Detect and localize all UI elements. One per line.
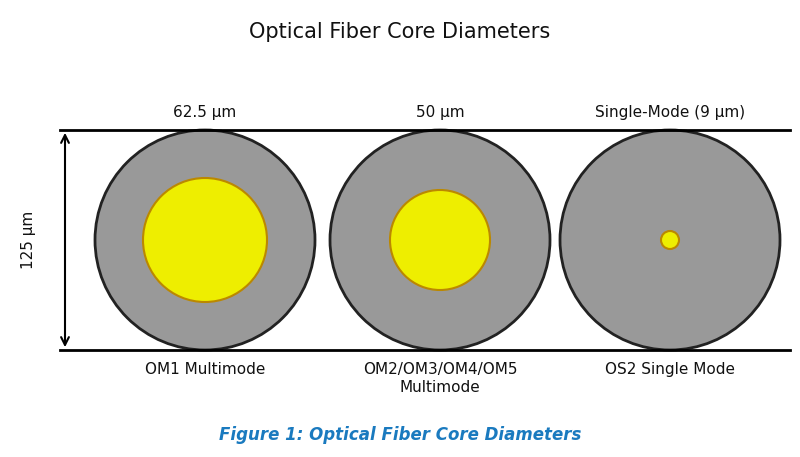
Circle shape — [143, 178, 267, 302]
Text: 62.5 μm: 62.5 μm — [174, 105, 237, 120]
Text: OM1 Multimode: OM1 Multimode — [145, 362, 265, 377]
Circle shape — [95, 130, 315, 350]
Text: OM2/OM3/OM4/OM5: OM2/OM3/OM4/OM5 — [362, 362, 518, 377]
Text: 50 μm: 50 μm — [416, 105, 464, 120]
Text: Optical Fiber Core Diameters: Optical Fiber Core Diameters — [250, 22, 550, 42]
Circle shape — [661, 231, 679, 249]
Text: 125 μm: 125 μm — [21, 211, 35, 269]
Text: Multimode: Multimode — [400, 380, 480, 395]
Circle shape — [330, 130, 550, 350]
Text: OS2 Single Mode: OS2 Single Mode — [605, 362, 735, 377]
Text: Single-Mode (9 μm): Single-Mode (9 μm) — [595, 105, 745, 120]
Circle shape — [560, 130, 780, 350]
Circle shape — [390, 190, 490, 290]
Text: Figure 1: Optical Fiber Core Diameters: Figure 1: Optical Fiber Core Diameters — [219, 426, 581, 444]
